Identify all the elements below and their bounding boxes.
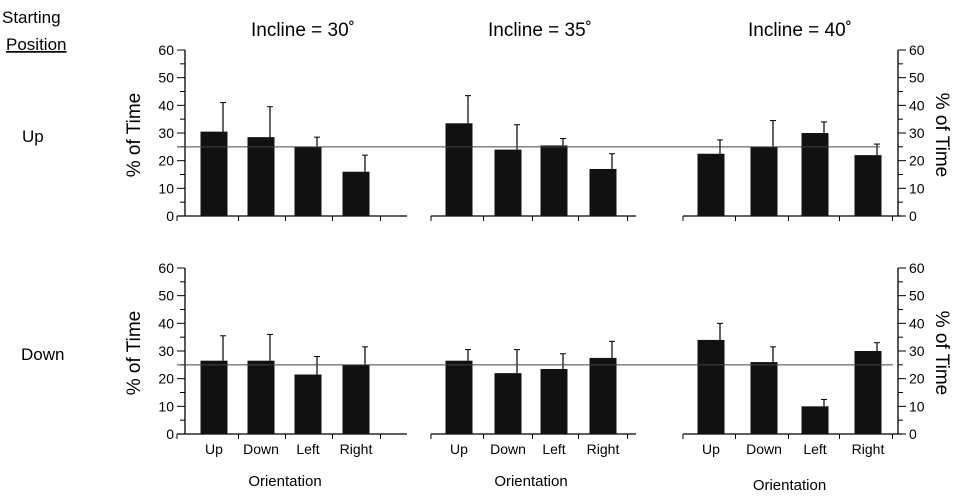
x-axis-title: Orientation — [494, 473, 567, 490]
plots-layer: 0 10 20 30 40 50 60 % of Time 0 10 20 30 40 50 60 % of … — [124, 42, 952, 494]
panel-down-1: 0 10 20 30 40 50 60 % of Time Up Down Left Right Ori… — [124, 260, 407, 490]
category-label-left: Left — [296, 441, 319, 457]
y-tick-label: 50 — [158, 288, 174, 304]
y-tick-label: 10 — [158, 180, 174, 196]
y-tick-label: 30 — [158, 343, 174, 359]
bar-left — [540, 368, 568, 434]
y-tick-label: 20 — [158, 371, 174, 387]
y-tick-label: 60 — [909, 42, 925, 58]
bar-down — [247, 137, 275, 216]
bar-left — [801, 406, 829, 434]
panel-down-2: Up Down Left Right Orientation — [430, 340, 636, 490]
y-axis-title: % of Time — [931, 93, 952, 177]
y-tick-label: 20 — [909, 371, 925, 387]
bar-right — [342, 364, 370, 434]
x-axis-title: Orientation — [753, 477, 826, 494]
y-tick-label: 10 — [909, 180, 925, 196]
category-label-right: Right — [340, 441, 373, 457]
y-tick-label: 30 — [909, 125, 925, 141]
category-label-left: Left — [542, 441, 565, 457]
bar-down — [247, 360, 275, 434]
x-axis-title: Orientation — [248, 473, 321, 490]
position-label: Position — [6, 35, 66, 54]
y-tick-label: 60 — [909, 260, 925, 276]
y-tick-label: 50 — [909, 288, 925, 304]
category-label-down: Down — [243, 441, 279, 457]
bar-down — [494, 149, 522, 216]
y-tick-label: 50 — [909, 70, 925, 86]
labels-layer: Starting Position Up Down Incline = 30˚ … — [2, 8, 852, 364]
y-tick-label: 30 — [909, 343, 925, 359]
y-tick-label: 60 — [158, 42, 174, 58]
category-label-down: Down — [746, 441, 782, 457]
bar-right — [589, 168, 617, 216]
bar-right — [854, 155, 882, 216]
y-tick-label: 40 — [158, 315, 174, 331]
bar-left — [294, 146, 322, 216]
starting-label: Starting — [2, 8, 61, 27]
bar-left — [540, 145, 568, 216]
bar-up — [200, 360, 228, 434]
bar-up — [200, 131, 228, 216]
bar-down — [750, 362, 778, 434]
y-tick-label: 0 — [909, 426, 917, 442]
category-label-left: Left — [803, 441, 826, 457]
column-title-35: Incline = 35˚ — [488, 20, 592, 41]
y-tick-label: 20 — [909, 153, 925, 169]
y-tick-label: 0 — [166, 426, 174, 442]
y-tick-label: 40 — [909, 315, 925, 331]
y-tick-label: 50 — [158, 70, 174, 86]
bar-left — [801, 133, 829, 216]
column-title-40: Incline = 40˚ — [748, 20, 852, 41]
panel-up-2 — [430, 95, 636, 221]
panel-up-3: 0 10 20 30 40 50 60 % of Time — [682, 42, 952, 224]
y-tick-label: 40 — [909, 97, 925, 113]
bar-up — [697, 339, 725, 434]
bar-up — [445, 123, 473, 216]
y-axis-title: % of Time — [124, 311, 145, 395]
y-axis-title: % of Time — [124, 93, 145, 177]
column-title-30: Incline = 30˚ — [251, 20, 355, 41]
panel-down-3: 0 10 20 30 40 50 60 % of Time Up Down Left Right Ori… — [682, 260, 952, 494]
y-tick-label: 30 — [158, 125, 174, 141]
bar-down — [750, 146, 778, 216]
bar-down — [494, 373, 522, 434]
row-label-down: Down — [21, 345, 64, 364]
category-label-up: Up — [450, 441, 468, 457]
y-tick-label: 10 — [909, 398, 925, 414]
panel-up-1: 0 10 20 30 40 50 60 % of Time — [124, 42, 407, 224]
y-tick-label: 60 — [158, 260, 174, 276]
category-label-up: Up — [702, 441, 720, 457]
y-tick-label: 20 — [158, 153, 174, 169]
bar-right — [854, 351, 882, 434]
y-axis-title: % of Time — [931, 311, 952, 395]
bar-right — [589, 357, 617, 434]
bar-up — [697, 153, 725, 216]
y-tick-label: 40 — [158, 97, 174, 113]
category-label-right: Right — [852, 441, 885, 457]
category-label-down: Down — [490, 441, 526, 457]
y-tick-label: 0 — [909, 208, 917, 224]
y-tick-label: 0 — [166, 208, 174, 224]
bar-right — [342, 171, 370, 216]
row-label-up: Up — [22, 127, 44, 146]
category-label-up: Up — [205, 441, 223, 457]
bar-up — [445, 360, 473, 434]
bar-left — [294, 374, 322, 434]
category-label-right: Right — [587, 441, 620, 457]
y-tick-label: 10 — [158, 398, 174, 414]
